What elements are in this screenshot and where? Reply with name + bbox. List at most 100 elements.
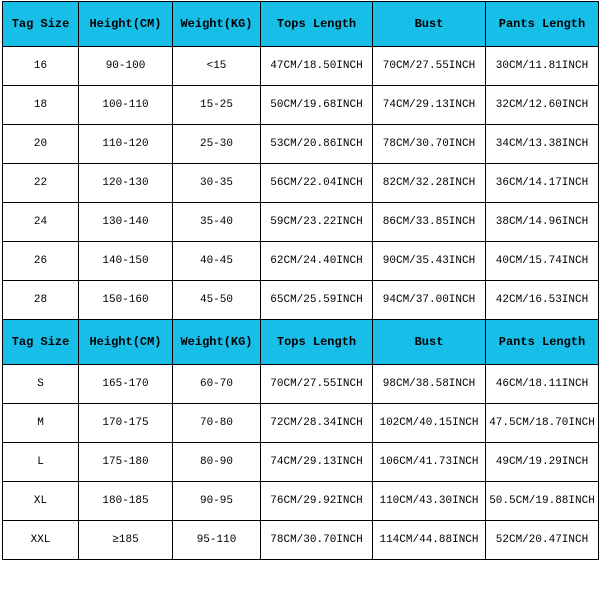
size-chart-table: Tag SizeHeight(CM)Weight(KG)Tops LengthB… — [2, 1, 599, 560]
table-cell: 60-70 — [173, 365, 261, 404]
table-row: 1690-100<1547CM/18.50INCH70CM/27.55INCH3… — [3, 47, 599, 86]
table-cell: 74CM/29.13INCH — [261, 443, 373, 482]
table-cell: 180-185 — [79, 482, 173, 521]
header-row: Tag SizeHeight(CM)Weight(KG)Tops LengthB… — [3, 2, 599, 47]
table-cell: 110-120 — [79, 125, 173, 164]
table-cell: 102CM/40.15INCH — [373, 404, 486, 443]
table-row: M170-17570-8072CM/28.34INCH102CM/40.15IN… — [3, 404, 599, 443]
table-cell: M — [3, 404, 79, 443]
table-cell: 80-90 — [173, 443, 261, 482]
table-cell: 70CM/27.55INCH — [261, 365, 373, 404]
table-row: XXL≥18595-11078CM/30.70INCH114CM/44.88IN… — [3, 521, 599, 560]
column-header: Bust — [373, 2, 486, 47]
table-cell: 72CM/28.34INCH — [261, 404, 373, 443]
table-cell: 94CM/37.00INCH — [373, 281, 486, 320]
table-cell: 36CM/14.17INCH — [486, 164, 599, 203]
column-header: Height(CM) — [79, 2, 173, 47]
table-row: 20110-12025-3053CM/20.86INCH78CM/30.70IN… — [3, 125, 599, 164]
table-cell: 110CM/43.30INCH — [373, 482, 486, 521]
table-cell: 34CM/13.38INCH — [486, 125, 599, 164]
table-row: 28150-16045-5065CM/25.59INCH94CM/37.00IN… — [3, 281, 599, 320]
table-cell: 62CM/24.40INCH — [261, 242, 373, 281]
table-cell: ≥185 — [79, 521, 173, 560]
header-row: Tag SizeHeight(CM)Weight(KG)Tops LengthB… — [3, 320, 599, 365]
table-cell: 86CM/33.85INCH — [373, 203, 486, 242]
table-cell: 32CM/12.60INCH — [486, 86, 599, 125]
table-cell: 24 — [3, 203, 79, 242]
table-cell: S — [3, 365, 79, 404]
table-cell: 140-150 — [79, 242, 173, 281]
table-cell: 47CM/18.50INCH — [261, 47, 373, 86]
table-cell: 100-110 — [79, 86, 173, 125]
table-cell: 15-25 — [173, 86, 261, 125]
table-cell: 65CM/25.59INCH — [261, 281, 373, 320]
table-row: 24130-14035-4059CM/23.22INCH86CM/33.85IN… — [3, 203, 599, 242]
table-cell: 95-110 — [173, 521, 261, 560]
table-cell: 82CM/32.28INCH — [373, 164, 486, 203]
table-cell: 22 — [3, 164, 79, 203]
table-cell: 106CM/41.73INCH — [373, 443, 486, 482]
table-cell: 120-130 — [79, 164, 173, 203]
column-header: Tops Length — [261, 2, 373, 47]
table-row: L175-18080-9074CM/29.13INCH106CM/41.73IN… — [3, 443, 599, 482]
table-row: 26140-15040-4562CM/24.40INCH90CM/35.43IN… — [3, 242, 599, 281]
table-cell: 45-50 — [173, 281, 261, 320]
table-cell: 46CM/18.11INCH — [486, 365, 599, 404]
table-cell: 30CM/11.81INCH — [486, 47, 599, 86]
table-cell: 28 — [3, 281, 79, 320]
column-header: Weight(KG) — [173, 320, 261, 365]
table-cell: 40-45 — [173, 242, 261, 281]
table-row: 22120-13030-3556CM/22.04INCH82CM/32.28IN… — [3, 164, 599, 203]
table-cell: 90-100 — [79, 47, 173, 86]
column-header: Tag Size — [3, 320, 79, 365]
table-cell: 26 — [3, 242, 79, 281]
table-cell: 16 — [3, 47, 79, 86]
table-cell: 90CM/35.43INCH — [373, 242, 486, 281]
table-cell: 47.5CM/18.70INCH — [486, 404, 599, 443]
table-cell: 59CM/23.22INCH — [261, 203, 373, 242]
table-cell: 20 — [3, 125, 79, 164]
table-cell: 42CM/16.53INCH — [486, 281, 599, 320]
table-cell: 170-175 — [79, 404, 173, 443]
column-header: Height(CM) — [79, 320, 173, 365]
table-cell: 30-35 — [173, 164, 261, 203]
table-cell: 78CM/30.70INCH — [261, 521, 373, 560]
table-cell: 18 — [3, 86, 79, 125]
column-header: Tag Size — [3, 2, 79, 47]
table-cell: 114CM/44.88INCH — [373, 521, 486, 560]
table-cell: 130-140 — [79, 203, 173, 242]
table-cell: 53CM/20.86INCH — [261, 125, 373, 164]
table-row: 18100-11015-2550CM/19.68INCH74CM/29.13IN… — [3, 86, 599, 125]
column-header: Tops Length — [261, 320, 373, 365]
table-cell: 165-170 — [79, 365, 173, 404]
column-header: Pants Length — [486, 320, 599, 365]
size-chart-container: Tag SizeHeight(CM)Weight(KG)Tops LengthB… — [2, 1, 598, 560]
table-cell: <15 — [173, 47, 261, 86]
table-cell: 52CM/20.47INCH — [486, 521, 599, 560]
table-cell: 90-95 — [173, 482, 261, 521]
table-cell: 40CM/15.74INCH — [486, 242, 599, 281]
table-cell: 56CM/22.04INCH — [261, 164, 373, 203]
table-cell: 150-160 — [79, 281, 173, 320]
table-cell: XL — [3, 482, 79, 521]
table-row: XL180-18590-9576CM/29.92INCH110CM/43.30I… — [3, 482, 599, 521]
table-cell: 98CM/38.58INCH — [373, 365, 486, 404]
table-cell: 74CM/29.13INCH — [373, 86, 486, 125]
table-cell: 25-30 — [173, 125, 261, 164]
table-cell: 49CM/19.29INCH — [486, 443, 599, 482]
table-cell: 76CM/29.92INCH — [261, 482, 373, 521]
table-cell: 78CM/30.70INCH — [373, 125, 486, 164]
table-cell: XXL — [3, 521, 79, 560]
table-cell: L — [3, 443, 79, 482]
column-header: Pants Length — [486, 2, 599, 47]
table-cell: 35-40 — [173, 203, 261, 242]
column-header: Bust — [373, 320, 486, 365]
table-cell: 38CM/14.96INCH — [486, 203, 599, 242]
table-cell: 70CM/27.55INCH — [373, 47, 486, 86]
column-header: Weight(KG) — [173, 2, 261, 47]
table-cell: 50CM/19.68INCH — [261, 86, 373, 125]
table-cell: 175-180 — [79, 443, 173, 482]
table-row: S165-17060-7070CM/27.55INCH98CM/38.58INC… — [3, 365, 599, 404]
table-cell: 70-80 — [173, 404, 261, 443]
table-cell: 50.5CM/19.88INCH — [486, 482, 599, 521]
